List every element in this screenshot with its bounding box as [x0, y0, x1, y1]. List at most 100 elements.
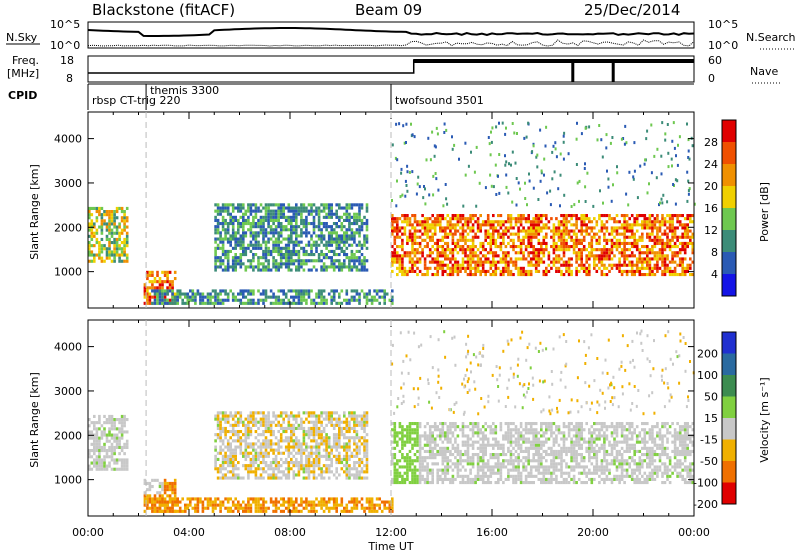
heatmap-cell: [148, 494, 152, 498]
heatmap-cell: [630, 229, 634, 233]
heatmap-cell: [454, 226, 457, 230]
heatmap-cell: [683, 226, 687, 230]
heatmap-cell: [428, 193, 431, 197]
heatmap-cell: [221, 426, 225, 430]
heatmap-cell: [300, 222, 303, 226]
heatmap-cell: [166, 488, 169, 492]
heatmap-cell: [297, 292, 301, 296]
heatmap-cell: [509, 238, 513, 242]
heatmap-cell: [603, 266, 606, 270]
heatmap-cell: [315, 509, 318, 513]
heatmap-cell: [368, 298, 371, 302]
heatmap-cell: [519, 248, 523, 252]
heatmap-cell: [605, 226, 609, 230]
heatmap-cell: [272, 249, 275, 253]
heatmap-cell: [393, 235, 397, 239]
heatmap-cell: [231, 234, 235, 238]
heatmap-cell: [108, 433, 111, 437]
station-title: Blackstone (fitACF): [92, 1, 235, 19]
heatmap-cell: [312, 259, 316, 263]
heatmap-cell: [355, 506, 359, 510]
heatmap-cell: [284, 215, 288, 219]
heatmap-cell: [312, 231, 316, 235]
heatmap-cell: [216, 206, 220, 210]
heatmap-cell: [118, 421, 121, 425]
heatmap-cell: [123, 414, 126, 418]
heatmap-cell: [262, 237, 265, 241]
heatmap-cell: [249, 464, 253, 468]
heatmap-cell: [120, 424, 124, 428]
heatmap-cell: [146, 289, 149, 293]
heatmap-cell: [274, 500, 278, 504]
heatmap-cell: [186, 301, 190, 305]
heatmap-cell: [158, 277, 162, 281]
heatmap-cell: [343, 442, 346, 446]
heatmap-cell: [274, 509, 278, 513]
heatmap-cell: [123, 461, 126, 465]
heatmap-cell: [317, 461, 321, 465]
heatmap-cell: [343, 225, 346, 229]
heatmap-cell: [653, 273, 657, 277]
heatmap-cell: [259, 411, 263, 415]
heatmap-cell: [426, 223, 429, 227]
heatmap-cell: [623, 142, 626, 146]
heatmap-cell: [229, 218, 232, 222]
heatmap-cell: [378, 503, 381, 507]
heatmap-cell: [401, 425, 404, 429]
heatmap-cell: [554, 141, 557, 145]
heatmap-cell: [259, 454, 263, 458]
heatmap-cell: [234, 448, 237, 452]
heatmap-cell: [322, 253, 326, 257]
heatmap-cell: [391, 245, 394, 249]
heatmap-cell: [624, 124, 627, 128]
heatmap-cell: [267, 445, 270, 449]
heatmap-cell: [229, 451, 232, 455]
heatmap-cell: [343, 243, 346, 247]
heatmap-cell: [284, 426, 288, 430]
heatmap-cell: [158, 494, 162, 498]
heatmap-cell: [224, 228, 227, 232]
heatmap-cell: [355, 414, 359, 418]
heatmap-cell: [402, 124, 405, 128]
heatmap-cell: [421, 251, 424, 255]
heatmap-cell: [118, 244, 121, 248]
heatmap-cell: [325, 253, 328, 257]
cpid-program-label: themis 3300: [150, 84, 219, 97]
heatmap-cell: [297, 206, 301, 210]
heatmap-cell: [607, 185, 610, 189]
heatmap-cell: [595, 269, 599, 273]
heatmap-cell: [226, 454, 230, 458]
heatmap-cell: [90, 436, 94, 440]
heatmap-cell: [671, 254, 674, 258]
heatmap-cell: [582, 248, 586, 252]
heatmap-cell: [295, 228, 298, 232]
heatmap-cell: [231, 206, 235, 210]
heatmap-cell: [315, 445, 318, 449]
heatmap-cell: [340, 265, 344, 269]
heatmap-cell: [335, 212, 338, 216]
heatmap-cell: [330, 411, 333, 415]
heatmap-cell: [610, 263, 614, 267]
heatmap-cell: [322, 509, 326, 513]
heatmap-cell: [231, 218, 235, 222]
heatmap-cell: [459, 269, 462, 273]
heatmap-cell: [315, 301, 318, 305]
heatmap-cell: [555, 266, 558, 270]
heatmap-cell: [388, 503, 392, 507]
heatmap-cell: [451, 254, 455, 258]
heatmap-cell: [272, 256, 275, 260]
heatmap-cell: [431, 130, 434, 134]
heatmap-cell: [534, 263, 538, 267]
heatmap-cell: [343, 218, 346, 222]
heatmap-cell: [221, 448, 225, 452]
heatmap-cell: [610, 238, 614, 242]
heatmap-cell: [421, 238, 424, 242]
heatmap-cell: [355, 436, 359, 440]
heatmap-cell: [330, 295, 333, 299]
heatmap-cell: [603, 245, 606, 249]
heatmap-cell: [613, 226, 616, 230]
heatmap-cell: [287, 497, 291, 501]
heatmap-cell: [545, 245, 548, 249]
heatmap-cell: [242, 253, 245, 257]
heatmap-cell: [312, 222, 316, 226]
